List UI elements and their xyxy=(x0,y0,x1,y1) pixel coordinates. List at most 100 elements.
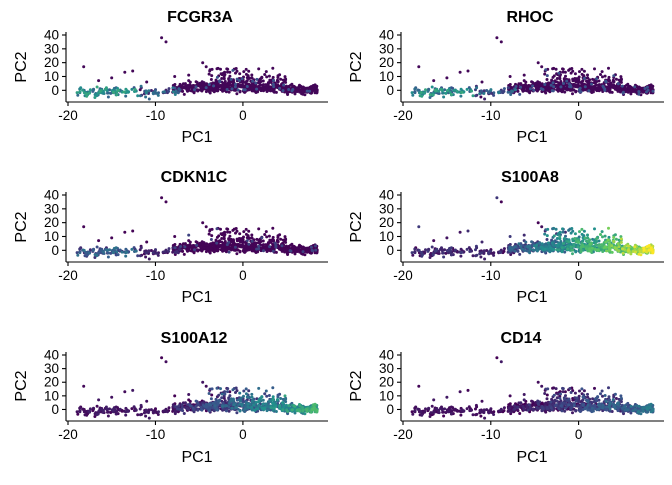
data-point xyxy=(96,86,99,89)
data-point xyxy=(247,230,250,233)
data-point xyxy=(107,411,110,414)
data-point xyxy=(540,65,543,68)
data-point xyxy=(181,409,184,412)
data-point xyxy=(297,247,300,250)
data-point xyxy=(282,84,285,87)
data-point xyxy=(250,74,253,77)
data-point xyxy=(272,79,275,82)
data-point xyxy=(627,245,630,248)
data-point xyxy=(139,413,142,416)
data-point xyxy=(265,70,268,73)
data-point xyxy=(276,398,279,401)
data-point xyxy=(78,248,81,251)
data-point xyxy=(240,245,243,248)
data-point xyxy=(208,233,211,236)
data-point xyxy=(294,249,297,252)
data-point xyxy=(210,74,213,77)
data-point xyxy=(478,92,481,95)
data-point xyxy=(242,395,245,398)
data-point xyxy=(234,246,237,249)
data-point xyxy=(215,79,218,82)
data-point xyxy=(245,228,248,231)
data-point xyxy=(145,400,148,403)
data-point xyxy=(509,75,512,78)
data-point xyxy=(552,81,555,84)
x-tick-label: -10 xyxy=(481,268,501,283)
data-point xyxy=(157,94,160,97)
data-point xyxy=(546,228,549,231)
data-point xyxy=(226,68,229,71)
data-point xyxy=(604,235,607,238)
data-point xyxy=(225,409,228,412)
data-point xyxy=(298,404,301,407)
data-point xyxy=(414,406,417,409)
data-point xyxy=(136,413,139,416)
data-point xyxy=(566,245,569,248)
data-point xyxy=(265,230,268,233)
data-point xyxy=(445,236,448,239)
data-point xyxy=(483,98,486,101)
data-point xyxy=(231,407,234,410)
data-point xyxy=(626,83,629,86)
data-point xyxy=(530,240,533,243)
data-point xyxy=(582,74,585,77)
data-point xyxy=(637,90,640,93)
data-point xyxy=(492,94,495,97)
data-point xyxy=(125,251,128,254)
data-point xyxy=(475,254,478,257)
data-point xyxy=(610,244,613,247)
data-point xyxy=(242,390,245,393)
data-point xyxy=(187,79,190,82)
data-point xyxy=(152,251,155,254)
data-point xyxy=(561,227,564,230)
data-point xyxy=(580,80,583,83)
data-point xyxy=(503,250,506,253)
x-tick-label: 0 xyxy=(239,427,247,442)
data-point xyxy=(221,405,224,408)
data-point xyxy=(499,251,502,254)
data-point xyxy=(250,393,253,396)
data-point xyxy=(233,228,236,231)
data-point xyxy=(445,76,448,79)
data-point xyxy=(532,249,535,252)
data-point xyxy=(281,401,284,404)
data-point xyxy=(500,360,503,363)
data-point xyxy=(551,242,554,245)
data-point xyxy=(495,196,498,199)
data-point xyxy=(251,76,254,79)
data-point xyxy=(179,248,182,251)
data-point xyxy=(417,385,420,388)
data-point xyxy=(561,250,564,253)
data-point xyxy=(306,250,309,253)
data-point xyxy=(535,244,538,247)
y-tick-label: 10 xyxy=(44,229,59,244)
data-point xyxy=(440,88,443,91)
data-point xyxy=(163,409,166,412)
data-point xyxy=(555,248,558,251)
data-point xyxy=(110,236,113,239)
data-point xyxy=(536,249,539,252)
scatter-points xyxy=(76,196,319,260)
data-point xyxy=(475,413,478,416)
data-point xyxy=(557,90,560,93)
data-point xyxy=(251,396,254,399)
data-point xyxy=(102,250,105,253)
scatter-points xyxy=(411,196,655,260)
data-point xyxy=(203,243,206,246)
data-point xyxy=(571,79,574,82)
data-point xyxy=(526,406,529,409)
data-point xyxy=(115,413,118,416)
data-point xyxy=(78,90,81,93)
data-point xyxy=(189,404,192,407)
data-point xyxy=(583,230,586,233)
data-point xyxy=(613,80,616,83)
data-point xyxy=(587,80,590,83)
data-point xyxy=(246,406,249,409)
data-point xyxy=(578,70,581,73)
data-point xyxy=(89,88,92,91)
y-tick-label: 0 xyxy=(51,402,59,417)
data-point xyxy=(590,83,593,86)
data-point xyxy=(242,88,245,91)
